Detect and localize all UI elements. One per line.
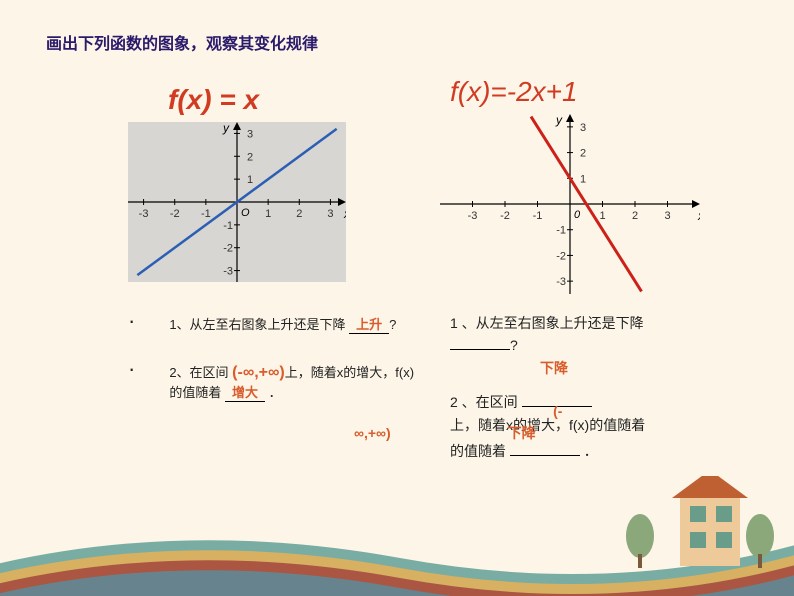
left-questions: · 1、从左至右图象上升还是下降 上升? · 2、在区间 (-∞,+∞)上，随着… bbox=[128, 314, 418, 430]
decorative-footer bbox=[0, 476, 794, 596]
svg-text:-3: -3 bbox=[139, 208, 149, 220]
left-q1-text: 1、从左至右图象上升还是下降 bbox=[169, 317, 349, 332]
svg-text:y: y bbox=[555, 114, 563, 127]
right-q1-text: 1 、从左至右图象上升还是下降 bbox=[450, 315, 644, 331]
right-q2-text: 2 、在区间 bbox=[450, 394, 522, 410]
bullet-icon: · bbox=[128, 314, 135, 328]
svg-text:-2: -2 bbox=[556, 250, 566, 262]
svg-text:2: 2 bbox=[632, 210, 638, 222]
left-q1: · 1、从左至右图象上升还是下降 上升? bbox=[128, 314, 418, 334]
svg-text:x: x bbox=[697, 209, 700, 223]
right-q1-suffix: ? bbox=[510, 337, 518, 353]
svg-text:2: 2 bbox=[247, 151, 253, 163]
svg-text:1: 1 bbox=[580, 173, 586, 185]
svg-text:1: 1 bbox=[265, 208, 271, 220]
svg-text:-2: -2 bbox=[170, 208, 180, 220]
svg-text:y: y bbox=[222, 122, 230, 135]
right-q2: 2 、在区间 上，随着x的增大，f(x)的值随着 (-∞,+∞) 的值随着 ． … bbox=[450, 391, 690, 481]
right-q1-answer: 下降 bbox=[540, 357, 568, 379]
svg-text:-2: -2 bbox=[223, 243, 233, 255]
right-function-title: f(x)=-2x+1 bbox=[450, 76, 578, 108]
left-q2-answer: 增大 bbox=[225, 382, 265, 402]
right-q2-end: ． bbox=[580, 443, 598, 459]
left-function-title: f(x) = x bbox=[168, 84, 259, 116]
left-q1-answer: 上升 bbox=[349, 314, 389, 334]
svg-text:-1: -1 bbox=[533, 210, 543, 222]
svg-text:-3: -3 bbox=[223, 266, 233, 278]
svg-text:1: 1 bbox=[599, 210, 605, 222]
left-q2-text: 2、在区间 bbox=[169, 365, 232, 380]
svg-text:2: 2 bbox=[296, 208, 302, 220]
left-q2-interval: (-∞,+∞) bbox=[232, 364, 285, 381]
svg-text:-3: -3 bbox=[468, 210, 478, 222]
svg-text:-1: -1 bbox=[201, 208, 211, 220]
svg-text:2: 2 bbox=[580, 148, 586, 160]
svg-text:-3: -3 bbox=[556, 276, 566, 288]
svg-text:3: 3 bbox=[580, 122, 586, 134]
right-q2-answer: 下降 bbox=[508, 425, 536, 441]
bullet-icon: · bbox=[128, 362, 135, 376]
right-questions: 1 、从左至右图象上升还是下降 ? 下降 2 、在区间 上，随着x的增大，f(x… bbox=[450, 312, 690, 493]
right-q1: 1 、从左至右图象上升还是下降 ? 下降 bbox=[450, 312, 690, 379]
svg-text:3: 3 bbox=[247, 128, 253, 140]
page-header: 画出下列函数的图象，观察其变化规律 bbox=[46, 30, 318, 54]
right-q2-mid: 上，随着x的增大，f(x)的值随着 bbox=[450, 417, 649, 433]
svg-text:-2: -2 bbox=[500, 210, 510, 222]
svg-text:0: 0 bbox=[574, 209, 581, 221]
svg-text:-1: -1 bbox=[223, 220, 233, 232]
svg-text:3: 3 bbox=[327, 208, 333, 220]
chart-fx-equals-x: -3-2-1123-3-2-1123xyO bbox=[128, 122, 346, 287]
svg-text:1: 1 bbox=[247, 174, 253, 186]
svg-text:x: x bbox=[343, 207, 346, 221]
chart-fx-equals-minus2x-plus1: -3 -2 -1 1 2 3 -3 -2 -1 1 2 3 x y 0 bbox=[440, 114, 700, 299]
svg-text:3: 3 bbox=[664, 210, 670, 222]
left-q1-suffix: ? bbox=[389, 317, 396, 332]
svg-text:-1: -1 bbox=[556, 225, 566, 237]
left-q2: · 2、在区间 (-∞,+∞)上，随着x的增大，f(x)的值随着 增大 ． bbox=[128, 362, 418, 402]
left-q2-end: ． bbox=[265, 385, 282, 400]
svg-text:O: O bbox=[241, 207, 250, 219]
